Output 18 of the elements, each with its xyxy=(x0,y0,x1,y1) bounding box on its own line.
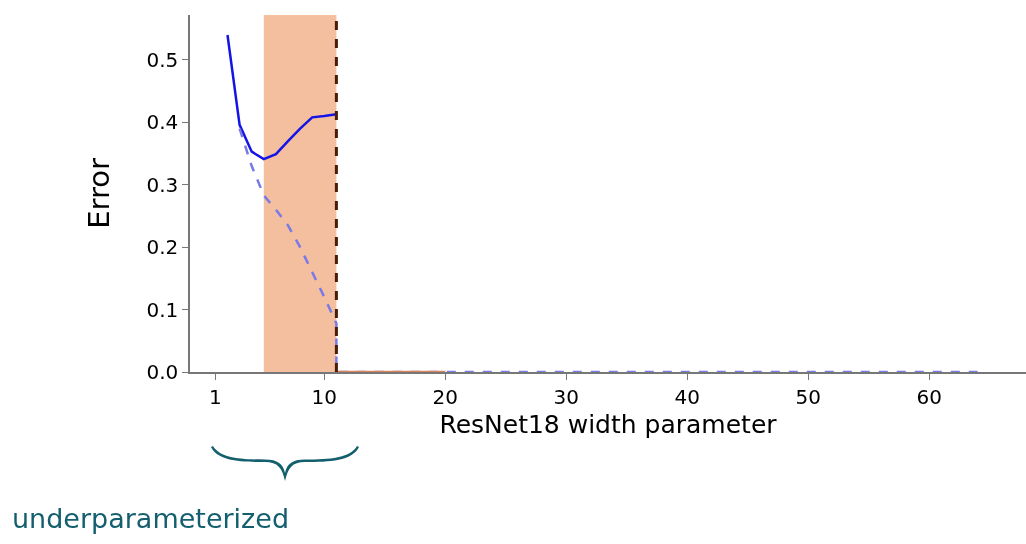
y-tick-label: 0.1 xyxy=(146,297,179,322)
y-tick-label: 0.3 xyxy=(146,172,179,197)
x-tick-label: 30 xyxy=(553,384,579,409)
x-tick-label: 1 xyxy=(209,384,222,409)
x-tick-label: 10 xyxy=(311,384,338,409)
line-series xyxy=(226,33,338,161)
y-tick-label: 0.0 xyxy=(146,360,179,384)
x-tick-label: 50 xyxy=(795,384,821,409)
x-tick-label: 60 xyxy=(916,384,942,409)
text: underparameterized xyxy=(12,503,290,534)
line-series xyxy=(238,127,979,372)
y-tick-label: 0.5 xyxy=(146,47,179,72)
y-tick-label: 0.4 xyxy=(146,110,179,135)
x-axis-title: ResNet18 width parameter xyxy=(439,410,778,440)
x-tick-label: 20 xyxy=(432,384,459,409)
x-tick-label: 40 xyxy=(674,384,700,409)
y-axis-title: Error xyxy=(82,158,117,229)
y-tick-label: 0.2 xyxy=(146,235,179,260)
